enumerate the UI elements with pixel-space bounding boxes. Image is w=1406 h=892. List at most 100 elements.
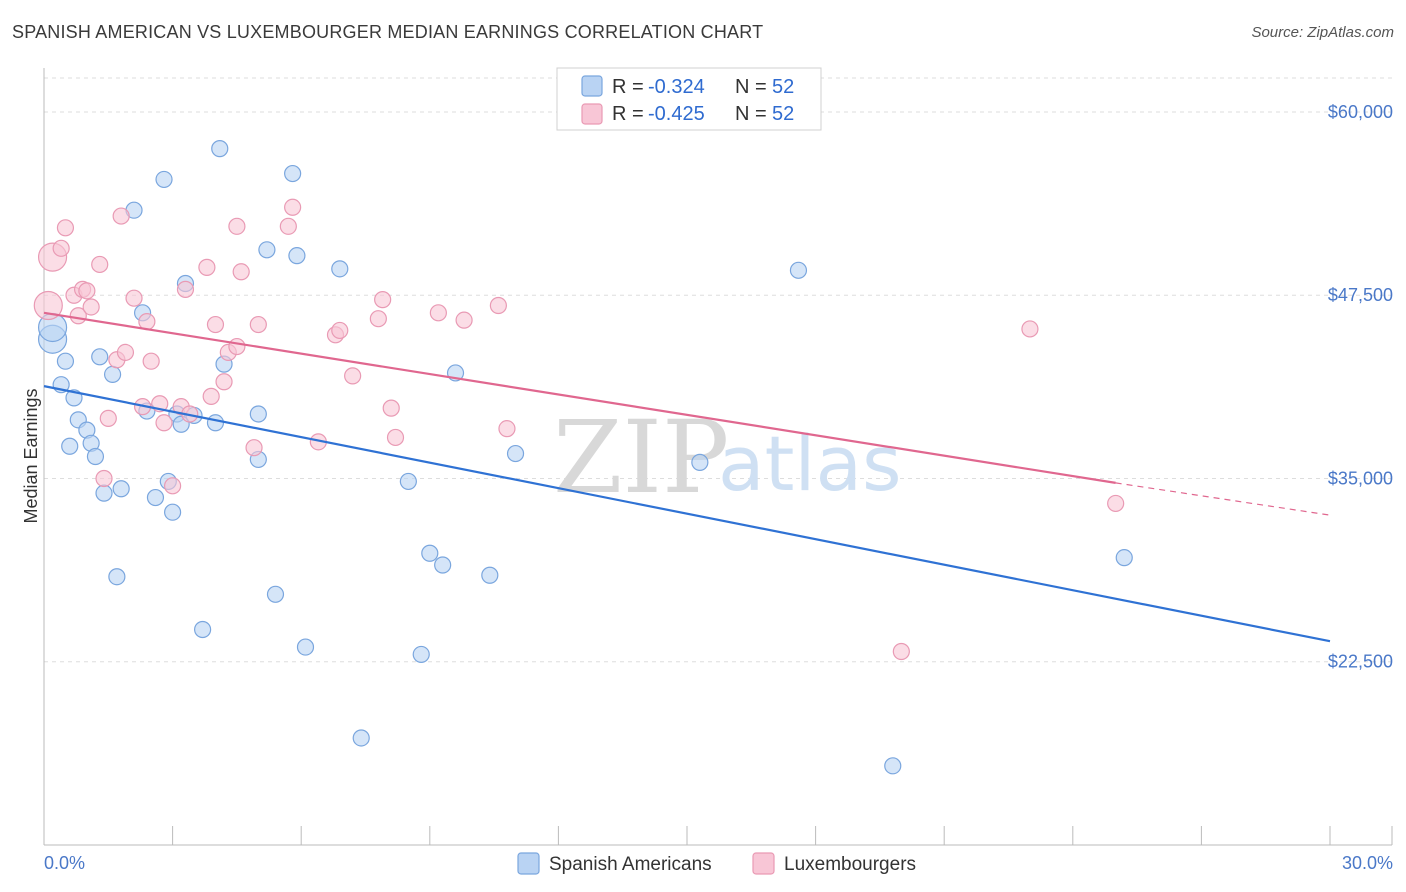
legend-r-label-1: R =	[612, 103, 644, 125]
spanish-point-26	[194, 620, 212, 639]
luxembourger-point-18	[142, 352, 160, 370]
luxembourger-point-11	[99, 409, 117, 427]
luxembourger-point-31	[228, 217, 246, 235]
spanish-point-48	[884, 757, 902, 775]
spanish-point-21	[164, 503, 182, 521]
luxembourger-point-30	[228, 337, 246, 356]
luxembourger-point-32	[232, 263, 250, 281]
luxembourger-point-50	[1021, 320, 1039, 338]
correlation-legend: R = -0.324 N = 52 R = -0.425 N = 52	[556, 67, 822, 131]
legend-n-value-1: 52	[772, 103, 794, 125]
grid-lines	[44, 77, 1392, 663]
y-tick-label-2: $47,500	[1328, 285, 1393, 305]
luxembourger-point-36	[284, 198, 302, 216]
luxembourger-point-44	[386, 428, 405, 447]
spanish-point-39	[399, 472, 417, 491]
spanish-point-41	[421, 544, 439, 562]
legend-n-value-0: 52	[772, 76, 794, 98]
luxembourger-point-0	[33, 290, 63, 321]
trend-line-luxembourger-extension	[1115, 482, 1331, 516]
spanish-point-37	[331, 260, 349, 278]
spanish-point-10	[95, 484, 113, 502]
spanish-point-36	[296, 638, 315, 656]
series-legend-label-1: Luxembourgers	[784, 854, 916, 875]
y-axis-title: Median Earnings	[21, 388, 41, 523]
legend-r-value-1: -0.425	[648, 103, 705, 125]
series-spanish-americans	[37, 140, 1133, 775]
axes	[43, 68, 1392, 846]
luxembourger-point-45	[429, 304, 447, 322]
luxembourger-point-2	[52, 239, 70, 257]
y-tick-label-0: $22,500	[1328, 652, 1393, 672]
series-legend: Spanish Americans Luxembourgers	[517, 852, 916, 875]
y-tick-labels: $22,500 $35,000 $47,500 $60,000	[1328, 102, 1393, 672]
x-tick-label-0: 0.0%	[44, 853, 85, 873]
spanish-point-7	[61, 437, 79, 455]
legend-swatch-blue	[581, 75, 603, 97]
luxembourger-point-39	[331, 321, 349, 340]
luxembourger-point-14	[116, 343, 135, 362]
luxembourger-point-15	[125, 289, 143, 307]
spanish-point-28	[211, 140, 229, 158]
luxembourger-point-48	[498, 420, 516, 438]
series-legend-swatch-pink	[752, 852, 775, 875]
luxembourger-point-34	[249, 315, 267, 334]
legend-r-value-0: -0.324	[648, 76, 705, 98]
y-tick-label-3: $60,000	[1328, 102, 1393, 122]
spanish-point-38	[352, 729, 370, 747]
legend-n-label-1: N =	[735, 103, 767, 125]
luxembourger-point-46	[455, 311, 473, 329]
luxembourger-point-9	[91, 255, 109, 274]
luxembourger-point-7	[78, 282, 96, 300]
spanish-point-42	[434, 556, 452, 574]
chart-title: SPANISH AMERICAN VS LUXEMBOURGER MEDIAN …	[12, 22, 764, 42]
series-legend-label-0: Spanish Americans	[549, 854, 712, 875]
legend-r-label-0: R =	[612, 76, 644, 98]
luxembourger-point-51	[1107, 494, 1125, 513]
spanish-point-9	[86, 447, 105, 466]
spanish-point-14	[108, 568, 126, 586]
spanish-point-27	[206, 414, 225, 432]
series-legend-swatch-blue	[517, 852, 540, 875]
spanish-point-19	[155, 170, 173, 189]
spanish-point-44	[481, 566, 499, 584]
luxembourger-point-13	[112, 207, 130, 225]
spanish-point-11	[112, 480, 130, 498]
legend-swatch-pink	[581, 103, 603, 125]
luxembourger-point-35	[279, 217, 297, 235]
luxembourger-point-27	[206, 315, 225, 334]
spanish-point-34	[284, 164, 302, 183]
spanish-point-32	[258, 241, 276, 259]
luxembourger-point-33	[245, 439, 263, 457]
spanish-point-47	[789, 261, 808, 279]
spanish-point-12	[91, 348, 109, 366]
spanish-point-3	[56, 352, 75, 370]
luxembourger-point-23	[176, 280, 195, 298]
x-tick-labels: 0.0% 30.0%	[44, 853, 1393, 873]
x-ticks	[43, 826, 1393, 845]
x-tick-label-1: 30.0%	[1342, 853, 1393, 873]
luxembourger-point-26	[202, 387, 220, 405]
luxembourger-point-49	[892, 642, 910, 661]
trend-line-luxembourger	[43, 311, 1116, 484]
watermark-atlas: atlas	[718, 419, 902, 508]
spanish-point-40	[412, 645, 430, 664]
luxembourger-point-42	[374, 291, 392, 309]
spanish-point-35	[288, 247, 306, 265]
trend-line-spanish	[43, 385, 1331, 643]
trend-lines	[43, 311, 1331, 643]
luxembourger-point-8	[82, 298, 100, 316]
y-tick-label-1: $35,000	[1328, 468, 1393, 488]
luxembourger-point-40	[344, 367, 362, 385]
spanish-point-30	[249, 405, 267, 423]
luxembourger-point-21	[164, 477, 182, 495]
spanish-point-45	[506, 444, 525, 463]
spanish-point-13	[103, 365, 122, 384]
series-luxembourgers	[33, 198, 1125, 661]
source-credit: Source: ZipAtlas.com	[1251, 24, 1394, 41]
spanish-point-18	[146, 488, 165, 507]
spanish-point-33	[266, 585, 285, 603]
spanish-point-49	[1115, 549, 1133, 567]
luxembourger-point-3	[56, 219, 75, 237]
